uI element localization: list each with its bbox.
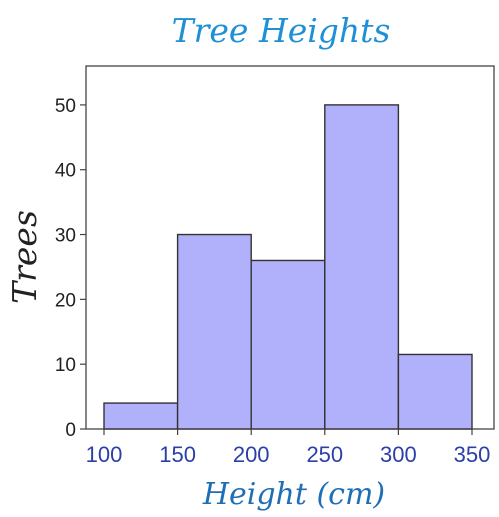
x-tick-label-0: 100 [86,442,123,467]
x-tick-label-5: 350 [454,442,491,467]
histogram-bar-1 [176,233,252,430]
histogram-bar-3 [324,104,400,430]
chart-title: Tree Heights [172,11,391,50]
histogram-bar-0 [103,402,179,430]
y-tick-label-5: 50 [55,96,76,117]
y-tick-label-2: 20 [55,290,76,311]
x-tick-label-2: 200 [233,442,270,467]
y-tick-label-3: 30 [55,226,76,247]
x-tick-label-3: 250 [306,442,343,467]
x-axis-label: Height (cm) [202,477,385,512]
plot-area: 0 10 20 30 40 50 100 150 200 250 300 350 [55,65,495,467]
histogram-bar-2 [250,259,326,430]
y-tick-label-0: 0 [65,420,76,441]
x-tick-label-4: 300 [380,442,417,467]
y-axis-label: Trees [5,210,44,304]
x-tick-label-1: 150 [159,442,196,467]
y-tick-label-1: 10 [55,355,76,376]
y-tick-label-4: 40 [55,161,76,182]
histogram-bar-4 [397,353,473,430]
